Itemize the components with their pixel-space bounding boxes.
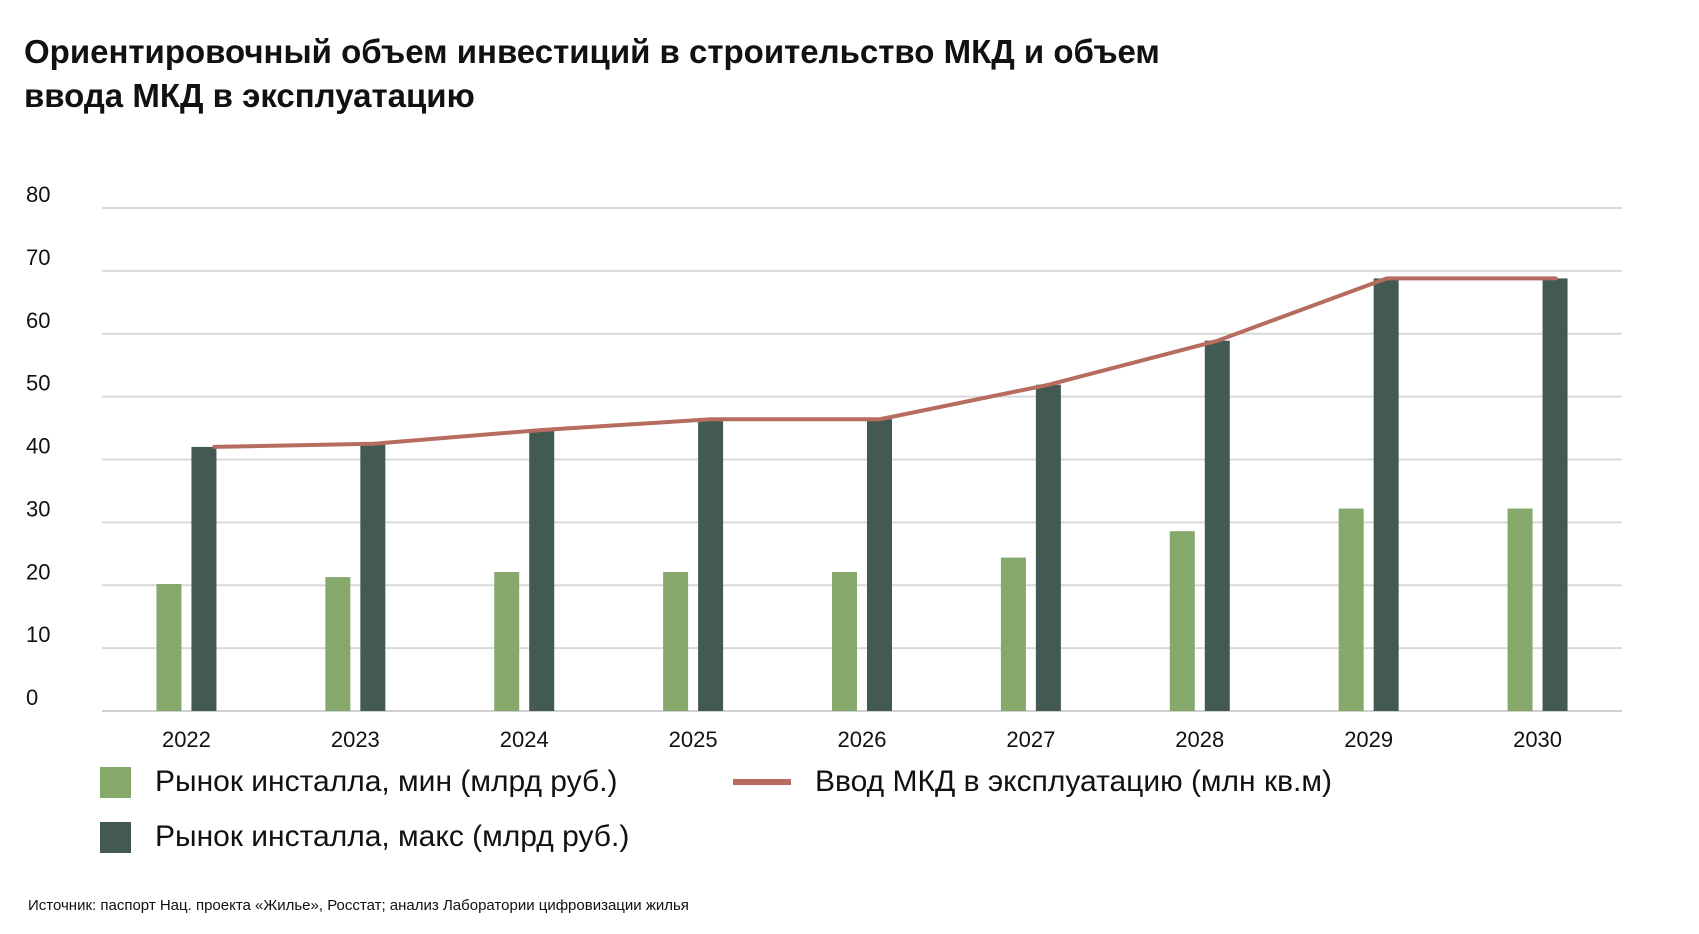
bar-max-2028 <box>1204 340 1230 711</box>
chart-title-line-1: Ориентировочный объем инвестиций в строи… <box>24 33 1160 70</box>
chart-title: Ориентировочный объем инвестиций в строи… <box>24 30 1424 118</box>
legend-label-line: Ввод МКД в эксплуатацию (млн кв.м) <box>815 765 1332 798</box>
bar-max-2025 <box>698 419 724 711</box>
legend-item-min: Рынок инсталла, мин (млрд руб.) <box>100 765 618 799</box>
grid-layer <box>102 207 1622 712</box>
x-tick-label: 2026 <box>838 727 887 752</box>
legend: Рынок инсталла, мин (млрд руб.) Рынок ин… <box>100 765 1400 875</box>
bar-max-2027 <box>1035 384 1061 711</box>
legend-swatch-line <box>733 779 791 785</box>
y-tick-label: 60 <box>26 308 50 333</box>
bar-min-2028 <box>1169 531 1195 711</box>
legend-swatch-min <box>100 766 131 798</box>
bar-max-2022 <box>191 446 217 711</box>
bar-min-2022 <box>156 583 182 711</box>
x-tick-label: 2025 <box>669 727 718 752</box>
bar-max-2024 <box>529 429 555 711</box>
source-note: Источник: паспорт Нац. проекта «Жилье», … <box>28 897 689 914</box>
bar-max-2030 <box>1542 278 1568 711</box>
bar-min-2029 <box>1338 508 1364 711</box>
bar-min-2030 <box>1507 508 1533 711</box>
y-tick-label: 10 <box>26 622 50 647</box>
bar-min-2025 <box>663 572 689 711</box>
x-axis-ticks: 2022 2023 2024 2025 2026 2027 2028 2029 2030 <box>162 727 1562 752</box>
legend-label-max: Рынок инсталла, макс (млрд руб.) <box>155 820 630 853</box>
x-tick-label: 2030 <box>1513 727 1562 752</box>
bar-min-2027 <box>1000 557 1026 711</box>
x-tick-label: 2029 <box>1344 727 1393 752</box>
y-tick-label: 30 <box>26 496 50 521</box>
bar-max-2029 <box>1373 278 1399 711</box>
legend-item-max: Рынок инсталла, макс (млрд руб.) <box>100 820 629 854</box>
y-tick-label: 0 <box>26 685 38 710</box>
legend-item-line: Ввод МКД в эксплуатацию (млн кв.м) <box>733 765 1332 799</box>
bar-max-2026 <box>867 419 892 711</box>
bar-min-2026 <box>832 572 857 711</box>
legend-swatch-max <box>100 821 131 853</box>
y-tick-label: 80 <box>26 182 50 207</box>
x-tick-label: 2023 <box>331 727 380 752</box>
x-tick-label: 2027 <box>1006 727 1055 752</box>
y-tick-label: 70 <box>26 245 50 270</box>
legend-label-min: Рынок инсталла, мин (млрд руб.) <box>155 765 618 798</box>
y-tick-label: 20 <box>26 559 50 584</box>
bar-min-2023 <box>325 577 351 711</box>
y-tick-label: 40 <box>26 434 50 459</box>
bar-max-2023 <box>360 443 386 711</box>
x-tick-label: 2022 <box>162 727 211 752</box>
y-tick-label: 50 <box>26 371 50 396</box>
bars-layer <box>156 278 1568 711</box>
chart-title-line-2: ввода МКД в эксплуатацию <box>24 77 475 114</box>
x-tick-label: 2028 <box>1175 727 1224 752</box>
bar-min-2024 <box>494 572 520 711</box>
y-axis-ticks: 0 10 20 30 40 50 60 70 80 <box>26 182 50 710</box>
x-tick-label: 2024 <box>500 727 549 752</box>
line-layer <box>212 276 1558 449</box>
